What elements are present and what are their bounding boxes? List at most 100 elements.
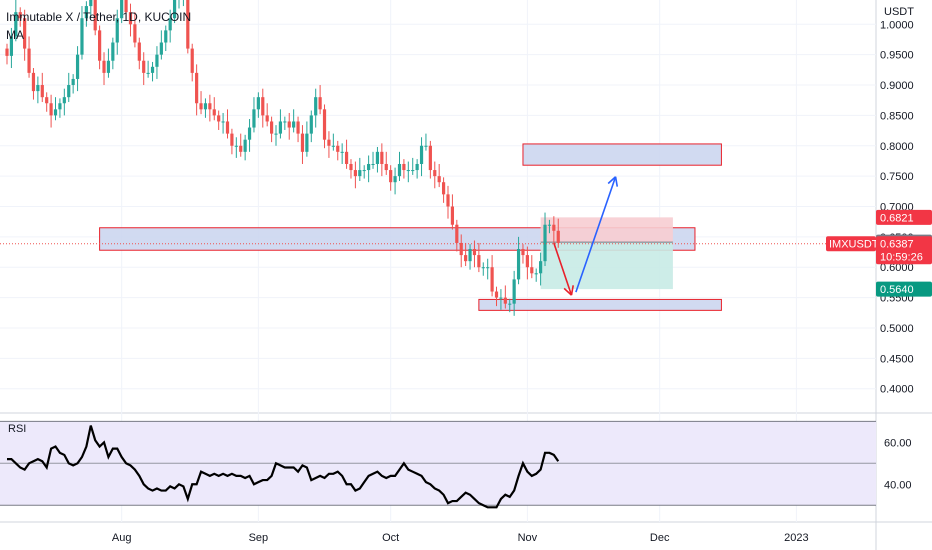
arrow-head: [607, 176, 617, 185]
candle-body: [155, 54, 159, 67]
candle-body: [172, 0, 177, 19]
candle-body: [468, 249, 472, 262]
candle-body: [168, 18, 172, 31]
candle-body: [27, 48, 31, 73]
price-tick-label: 0.5000: [880, 323, 914, 335]
time-tick-label: Aug: [112, 532, 132, 544]
candle-body: [111, 42, 115, 61]
candle-body: [380, 151, 384, 164]
candle-body: [415, 163, 419, 171]
candle-body: [441, 182, 446, 195]
candle-body: [481, 267, 485, 269]
candle-body: [256, 97, 260, 110]
candle-body: [450, 206, 455, 225]
candle-body: [512, 279, 516, 304]
arrows-layer[interactable]: [553, 176, 619, 296]
candle-body: [137, 42, 141, 61]
candle-body: [5, 48, 9, 56]
axis-ticks-layer: 1.00000.95000.90000.85000.80000.75000.70…: [112, 19, 914, 544]
candle-body: [164, 30, 168, 43]
indicator-label[interactable]: MA: [6, 28, 24, 42]
candle-body: [115, 18, 119, 43]
candle-body: [384, 163, 388, 171]
long-position-tool[interactable]: [540, 217, 673, 290]
candle-body: [208, 103, 212, 110]
candle-body: [106, 60, 111, 73]
arrow-down[interactable]: [553, 242, 573, 296]
candle-body: [239, 145, 243, 152]
candle-body: [499, 297, 503, 299]
rsi-label: RSI: [8, 423, 26, 435]
chart-legend: Immutable X / Tether, 1D, KUCOIN MA: [6, 8, 191, 44]
candle-body: [336, 145, 340, 152]
rsi-tick-label: 60.00: [884, 437, 912, 449]
last_price-badge-text: 0.6387: [880, 239, 914, 251]
candle-body: [472, 249, 477, 256]
candle-body: [102, 60, 106, 73]
symbol-badge-bg: [826, 236, 876, 252]
candle-body: [261, 97, 265, 116]
candle-body: [80, 18, 84, 55]
target-area: [540, 217, 673, 243]
price-tick-label: 0.7500: [880, 171, 914, 183]
candle-body: [508, 303, 512, 305]
candle-body: [221, 121, 225, 123]
candle-body: [552, 224, 556, 231]
candle-body: [556, 230, 560, 243]
candle-body: [411, 170, 415, 172]
price-tick-label: 0.9500: [880, 50, 914, 62]
price-tick-label: 1.0000: [880, 19, 914, 31]
candle-body: [274, 133, 278, 135]
rsi-tick-label: 40.00: [884, 479, 912, 491]
candle-body: [247, 127, 252, 140]
candle-body: [190, 48, 194, 73]
candle-body: [14, 12, 18, 37]
candle-body: [75, 54, 80, 79]
candle-body: [195, 72, 199, 104]
candle-body: [128, 12, 133, 25]
candle-body: [419, 145, 424, 164]
symbol-title[interactable]: Immutable X / Tether, 1D, KUCOIN: [6, 10, 192, 24]
last_price-badge-bg: [876, 236, 932, 265]
candle-body: [516, 249, 521, 280]
candle-body: [278, 121, 283, 134]
candle-body: [292, 121, 296, 128]
candle-body: [120, 0, 124, 19]
candle-body: [53, 109, 58, 116]
candle-body: [389, 170, 393, 183]
support-zone[interactable]: [478, 298, 722, 311]
candle-body: [89, 0, 93, 7]
stop_price-badge: 0.5640: [876, 281, 932, 297]
price-tick-label: 0.4500: [880, 353, 914, 365]
resistance-zone[interactable]: [522, 143, 722, 166]
candle-body: [344, 151, 349, 164]
candle-body: [358, 170, 362, 177]
time-tick-label: Nov: [518, 532, 538, 544]
time-tick-label: Dec: [650, 532, 670, 544]
candle-body: [203, 103, 208, 110]
candle-body: [539, 261, 543, 274]
candle-body: [371, 163, 375, 165]
candle-body: [402, 163, 406, 171]
candle-body: [199, 103, 203, 110]
candle-body: [530, 267, 534, 274]
time-tick-label: Sep: [249, 532, 269, 544]
candle-body: [459, 242, 463, 256]
target_price-badge-text: 0.6821: [880, 212, 914, 224]
price-tick-label: 0.8000: [880, 141, 914, 153]
candle-body: [525, 255, 529, 268]
target_price-badge: 0.6821: [876, 209, 932, 225]
arrow-up[interactable]: [575, 176, 617, 293]
candle-body: [318, 97, 322, 110]
candle-body: [243, 139, 247, 152]
candle-body: [503, 297, 507, 304]
candle-body: [40, 85, 44, 98]
time-tick-label: 2023: [784, 532, 808, 544]
candle-body: [486, 267, 490, 269]
candle-body: [159, 42, 163, 55]
symbol-badge: IMXUSDT: [826, 236, 879, 252]
countdown-badge-text: 10:59:26: [880, 252, 923, 264]
